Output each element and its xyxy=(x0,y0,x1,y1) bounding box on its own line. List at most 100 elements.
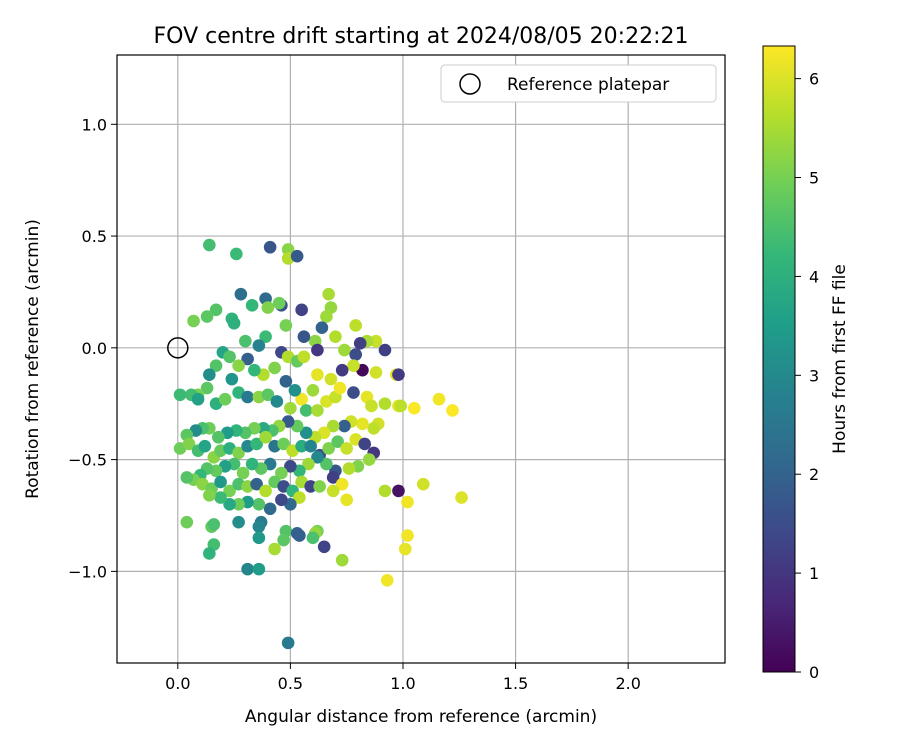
y-tick-label: −1.0 xyxy=(68,562,107,581)
data-point xyxy=(209,303,223,317)
data-point xyxy=(180,515,194,529)
data-point xyxy=(293,491,306,504)
data-point xyxy=(200,310,214,323)
data-point xyxy=(315,321,329,335)
colorbar-tick-label: 0 xyxy=(809,663,819,682)
data-point xyxy=(180,471,194,484)
data-point xyxy=(311,451,324,464)
data-point xyxy=(369,366,383,379)
data-point xyxy=(349,319,362,332)
data-point xyxy=(324,372,338,386)
data-point xyxy=(311,404,324,417)
data-point xyxy=(322,442,335,455)
data-point xyxy=(311,368,324,381)
data-point xyxy=(320,310,333,323)
data-point xyxy=(329,330,342,343)
data-point xyxy=(239,334,252,348)
data-point xyxy=(313,480,326,493)
data-point xyxy=(378,397,392,411)
data-point xyxy=(338,343,351,357)
data-point xyxy=(259,484,272,498)
data-point xyxy=(284,459,297,473)
data-point xyxy=(252,497,266,511)
data-point xyxy=(203,489,216,502)
data-point xyxy=(306,383,320,397)
data-point xyxy=(245,299,259,312)
data-point xyxy=(335,363,349,377)
colorbar-tick-label: 4 xyxy=(809,267,819,286)
data-point xyxy=(263,502,277,516)
y-axis-ticks: −1.0 −0.5 0.0 0.5 1.0 xyxy=(68,115,117,581)
data-point xyxy=(299,404,313,417)
data-point xyxy=(320,457,333,471)
data-point xyxy=(225,372,239,386)
data-point xyxy=(299,426,313,440)
data-point xyxy=(279,375,293,388)
plot-frame xyxy=(116,54,726,664)
data-point xyxy=(362,453,376,466)
data-point xyxy=(250,437,263,451)
data-point xyxy=(252,562,266,576)
data-point xyxy=(304,480,317,493)
data-point xyxy=(182,437,196,451)
data-point xyxy=(236,466,250,480)
data-point xyxy=(340,493,353,507)
data-point xyxy=(223,350,236,364)
data-point xyxy=(277,533,290,547)
data-point xyxy=(234,287,248,301)
legend: Reference platepar xyxy=(440,64,717,103)
data-point xyxy=(335,553,349,567)
data-point xyxy=(212,430,225,444)
data-point xyxy=(284,401,297,415)
x-tick-label: 1.0 xyxy=(390,674,415,693)
data-point xyxy=(250,477,263,491)
data-point xyxy=(401,529,414,542)
data-point xyxy=(252,531,266,545)
x-tick-label: 0.5 xyxy=(278,674,303,693)
data-point xyxy=(295,439,308,453)
data-point xyxy=(232,515,245,529)
x-axis-ticks: 0.0 0.5 1.0 1.5 2.0 xyxy=(165,663,641,693)
colorbar: 0 1 2 3 4 5 6 Hours from first FF file xyxy=(762,45,850,682)
data-point xyxy=(279,319,293,332)
data-point xyxy=(338,419,351,433)
data-point xyxy=(432,392,446,406)
data-point xyxy=(347,386,360,399)
data-points xyxy=(173,238,468,650)
data-point xyxy=(275,493,288,507)
data-point xyxy=(232,446,245,460)
data-point xyxy=(333,381,347,395)
x-axis-label: Angular distance from reference (arcmin) xyxy=(245,707,597,727)
y-tick-label: 1.0 xyxy=(82,115,107,134)
legend-reference-marker xyxy=(459,73,481,95)
colorbar-tick-label: 5 xyxy=(809,169,819,188)
data-point xyxy=(241,562,254,576)
data-point xyxy=(416,477,430,491)
data-point xyxy=(203,238,216,252)
data-point xyxy=(263,240,277,254)
data-point xyxy=(392,484,405,498)
data-point xyxy=(407,401,421,415)
data-point xyxy=(200,381,214,395)
data-point xyxy=(207,518,221,531)
data-point xyxy=(446,404,459,417)
data-point xyxy=(326,471,340,484)
legend-box xyxy=(440,64,717,103)
reference-marker xyxy=(167,337,189,359)
reference-platepar-marker xyxy=(167,337,189,359)
data-point xyxy=(380,573,394,587)
data-point xyxy=(401,495,414,509)
data-point xyxy=(241,390,254,404)
y-tick-label: 0.0 xyxy=(82,339,107,358)
data-point xyxy=(335,477,349,491)
data-point xyxy=(259,430,272,444)
x-tick-label: 2.0 xyxy=(615,674,640,693)
data-point xyxy=(272,296,286,310)
data-point xyxy=(270,395,284,408)
data-point xyxy=(369,334,383,348)
data-point xyxy=(281,243,295,256)
data-point xyxy=(304,439,317,453)
colorbar-tick-label: 6 xyxy=(809,70,819,89)
data-point xyxy=(455,491,468,504)
